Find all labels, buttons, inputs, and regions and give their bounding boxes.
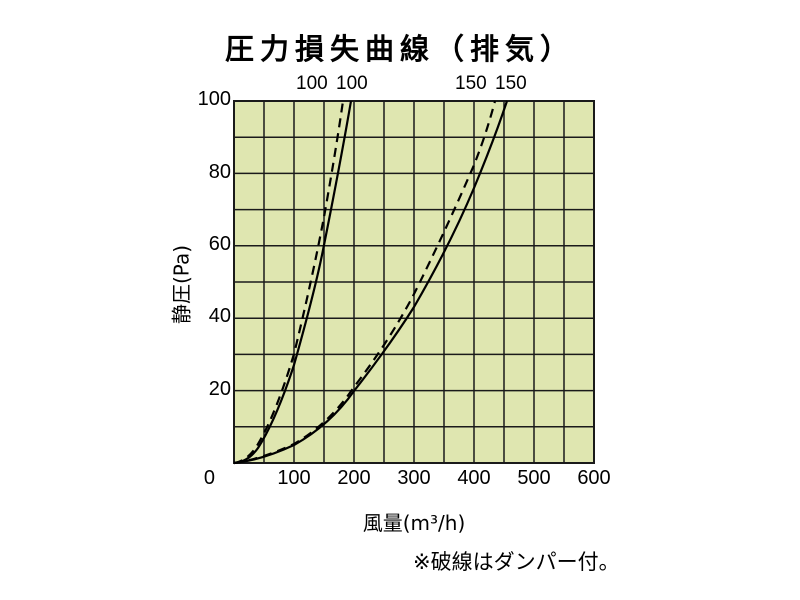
curve-150-dashed	[233, 100, 497, 465]
curve-100-solid	[233, 100, 353, 465]
grid-lines	[234, 101, 594, 463]
x-tick-100: 100	[277, 467, 311, 489]
y-tick-80: 80	[208, 161, 231, 183]
y-tick-20: 20	[208, 378, 231, 400]
x-tick-400: 400	[457, 467, 491, 489]
x-tick-500: 500	[517, 467, 551, 489]
x-tick-600: 600	[577, 467, 611, 489]
y-tick-60: 60	[208, 233, 231, 255]
y-tick-100: 100	[197, 88, 231, 110]
y-tick-40: 40	[208, 305, 231, 327]
chart-title: 圧力損失曲線（排気）	[224, 32, 575, 66]
curve-label-150-solid: 150	[495, 73, 527, 94]
curve-label-100-solid: 100	[336, 73, 368, 94]
curve-label-150-dashed: 150	[455, 73, 487, 94]
y-tick-0: 0	[203, 467, 215, 489]
x-tick-300: 300	[397, 467, 431, 489]
x-axis-label: 風量(m³/h)	[362, 511, 466, 535]
damper-note: ※破線はダンパー付。	[413, 550, 620, 574]
y-axis-label: 静圧(Pa)	[169, 244, 194, 325]
curve-label-100-dashed: 100	[296, 73, 328, 94]
x-tick-200: 200	[337, 467, 371, 489]
